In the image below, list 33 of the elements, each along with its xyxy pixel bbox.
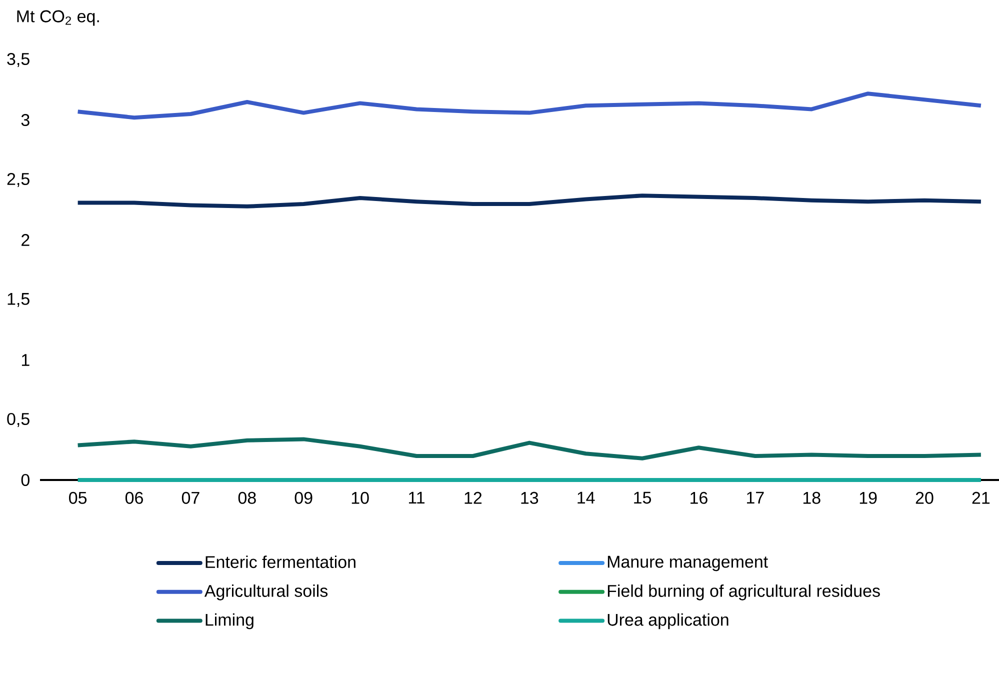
x-tick-label: 16 [690,492,708,504]
y-tick-label: 3 [21,114,30,126]
line-series [76,437,983,460]
legend-label: Liming [206,613,254,630]
x-tick-label: 12 [464,492,482,504]
y-tick-label: 0,5 [7,412,30,428]
x-tick-label: 09 [294,492,312,504]
x-tick-label: 19 [860,492,877,504]
x-tick-label: 18 [803,492,820,504]
x-tick-label: 13 [521,492,538,504]
x-tick-label: 21 [972,492,990,504]
x-tick-label: 08 [238,492,256,504]
y-tick-label: 1 [22,354,30,366]
y-tick-label: 0 [21,474,30,486]
x-tick-label: 05 [69,492,87,504]
x-tick-label: 14 [578,492,595,504]
y-tick-label: 2 [22,234,30,246]
legend-label: Agricultural soils [204,584,328,600]
x-tick-label: 11 [408,492,424,504]
x-tick-label: 10 [352,492,369,504]
legend-label: Enteric fermentation [206,556,356,568]
y-tick-label: 3,5 [7,52,30,68]
y-tick-label: 2,5 [7,172,30,188]
x-tick-label: 20 [916,492,934,504]
x-tick-label: 15 [634,492,652,504]
x-tick-label: 06 [125,492,143,504]
legend-label: Urea application [608,613,728,630]
legend-label: Field burning of agricultural residues [608,584,880,600]
x-tick-label: 07 [182,492,200,504]
legend-label: Manure management [608,556,768,572]
y-axis-title: Mt CO$_{2}$ eq. [17,10,99,26]
x-tick-label: 17 [747,492,764,504]
y-tick-label: 1,5 [8,293,30,307]
